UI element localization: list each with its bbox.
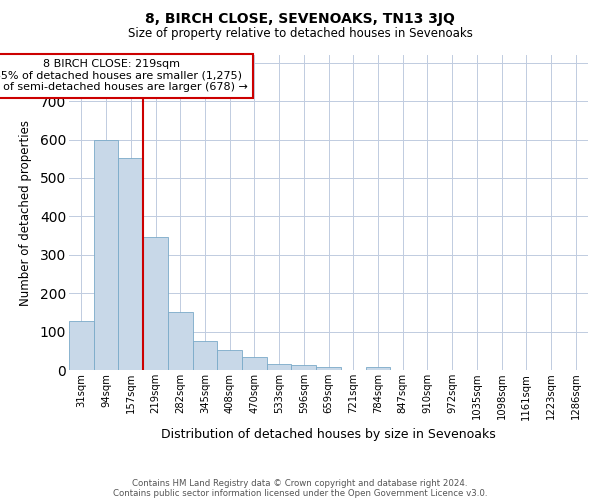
X-axis label: Distribution of detached houses by size in Sevenoaks: Distribution of detached houses by size … <box>161 428 496 441</box>
Bar <box>242 358 267 370</box>
Bar <box>267 364 292 370</box>
Bar <box>143 238 168 370</box>
Text: 8, BIRCH CLOSE, SEVENOAKS, TN13 3JQ: 8, BIRCH CLOSE, SEVENOAKS, TN13 3JQ <box>145 12 455 26</box>
Y-axis label: Number of detached properties: Number of detached properties <box>19 120 32 306</box>
Bar <box>69 321 94 370</box>
Bar <box>118 158 143 370</box>
Text: 8 BIRCH CLOSE: 219sqm
← 65% of detached houses are smaller (1,275)
35% of semi-d: 8 BIRCH CLOSE: 219sqm ← 65% of detached … <box>0 59 247 92</box>
Text: Size of property relative to detached houses in Sevenoaks: Size of property relative to detached ho… <box>128 28 472 40</box>
Text: Contains HM Land Registry data © Crown copyright and database right 2024.: Contains HM Land Registry data © Crown c… <box>132 478 468 488</box>
Text: Contains public sector information licensed under the Open Government Licence v3: Contains public sector information licen… <box>113 488 487 498</box>
Bar <box>217 350 242 370</box>
Bar <box>168 312 193 370</box>
Bar <box>94 140 118 370</box>
Bar <box>193 341 217 370</box>
Bar <box>365 368 390 370</box>
Bar <box>316 367 341 370</box>
Bar <box>292 366 316 370</box>
